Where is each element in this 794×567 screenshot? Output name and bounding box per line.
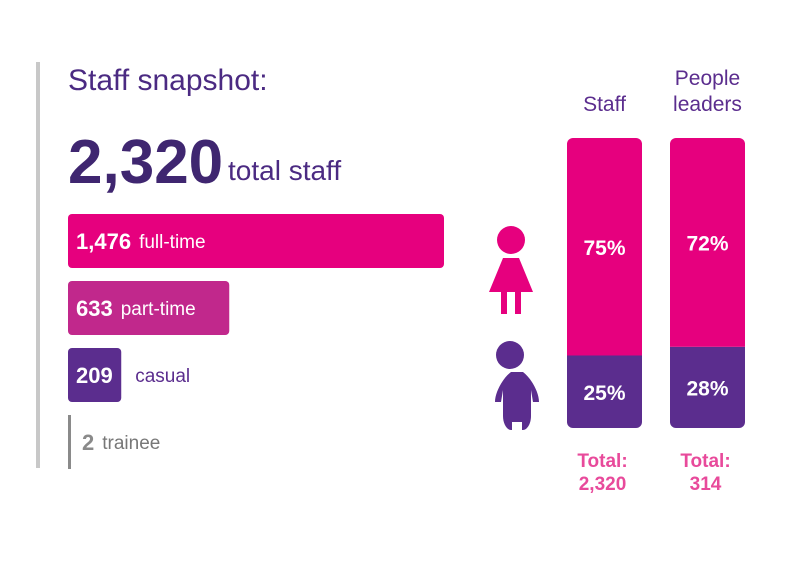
segment-label: 72% — [686, 232, 728, 255]
bar-segment — [567, 355, 642, 428]
bar-value: 1,476 — [76, 229, 131, 254]
bar — [68, 281, 230, 335]
bar-category: trainee — [102, 433, 160, 454]
category-label: Staff — [583, 93, 626, 116]
bar-category: casual — [135, 366, 190, 387]
segment-label: 25% — [583, 382, 625, 405]
divider — [36, 62, 40, 468]
bar — [68, 348, 122, 402]
stacked-bar — [567, 138, 642, 428]
total-value: 2,320 — [579, 474, 627, 495]
bar-segment — [670, 346, 745, 428]
bar-value: 209 — [76, 363, 113, 388]
total-prefix: Total: — [680, 451, 730, 472]
category-label: People leaders — [673, 67, 742, 116]
segment-label: 28% — [686, 377, 728, 400]
bar-segment — [670, 138, 745, 347]
bar-segment — [567, 138, 642, 356]
bar-value: 2 — [82, 430, 94, 455]
bar — [68, 214, 444, 268]
total-value: 314 — [690, 474, 722, 495]
stacked-bar — [670, 138, 745, 428]
female-icon — [489, 226, 533, 314]
male-icon — [495, 341, 539, 430]
bar — [68, 415, 71, 469]
bar-category: full-time — [139, 232, 206, 253]
bar-value: 633 — [76, 296, 113, 321]
bar-category: part-time — [121, 299, 196, 320]
total: 2,320 — [68, 128, 223, 197]
total-text: total staff — [228, 155, 341, 186]
segment-label: 75% — [583, 237, 625, 260]
title: Staff snapshot: — [68, 64, 268, 97]
total-prefix: Total: — [577, 451, 627, 472]
